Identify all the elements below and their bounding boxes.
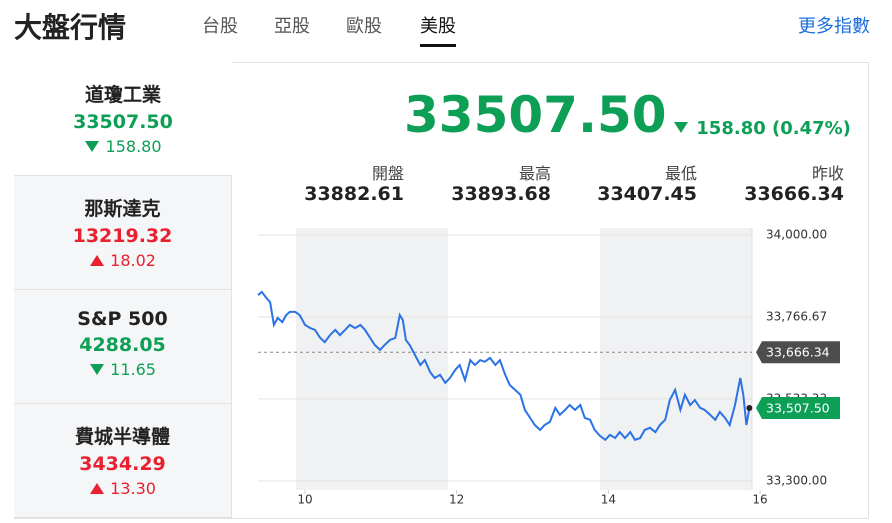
arrow-shape (90, 255, 105, 266)
quote-value: 33507.50 (404, 86, 667, 144)
reference-label: 33,666.34 (766, 345, 830, 360)
arrow-shape (674, 122, 688, 133)
y-tick-label: 33,300.00 (766, 473, 827, 487)
index-item[interactable]: 道瓊工業 33507.50 158.80 (14, 62, 232, 176)
stat-label: 最低 (664, 164, 697, 183)
stat-label: 昨收 (811, 164, 844, 183)
x-tick-label: 10 (297, 493, 312, 507)
plot-band (296, 228, 448, 490)
change-text: 158.80 (0.47%) (696, 118, 851, 139)
index-value: 3434.29 (79, 453, 166, 475)
index-name: 道瓊工業 (84, 84, 161, 106)
index-change: 18.02 (14, 251, 231, 270)
index-item[interactable]: 費城半導體 3434.29 13.30 (14, 404, 232, 518)
index-value: 4288.05 (79, 334, 166, 356)
change-text: 158.80 (105, 137, 162, 156)
change-arrow (90, 255, 105, 266)
index-name: 費城半導體 (74, 426, 170, 448)
last-point (746, 404, 753, 411)
stat-value: 33893.68 (451, 183, 551, 205)
last-label-bg (756, 396, 840, 419)
plot-band (600, 228, 752, 490)
index-change: 13.30 (14, 479, 231, 498)
x-tick-label: 16 (752, 493, 767, 507)
arrow-shape (90, 364, 105, 375)
index-name: S&P 500 (77, 308, 168, 330)
index-name: 那斯達克 (84, 198, 161, 220)
change-arrow (674, 122, 688, 133)
stat-value: 33882.61 (304, 183, 404, 205)
arrow-shape (85, 141, 100, 152)
index-item[interactable]: 那斯達克 13219.32 18.02 (14, 176, 232, 290)
arrow-shape (90, 483, 105, 494)
index-change: 11.65 (14, 360, 231, 379)
index-value: 33507.50 (73, 111, 173, 133)
change-text: 18.02 (110, 251, 156, 270)
more-link[interactable]: 更多指數 (798, 16, 870, 37)
y-tick-label: 34,000.00 (766, 228, 827, 242)
reference-label-bg (756, 341, 840, 364)
change-arrow (90, 483, 105, 494)
stat-label: 最高 (518, 164, 551, 183)
y-tick-label: 33,766.67 (766, 309, 827, 323)
tab[interactable]: 台股 (202, 16, 238, 37)
tab[interactable]: 歐股 (346, 16, 382, 37)
change-text: 13.30 (110, 479, 156, 498)
last-label: 33,507.50 (766, 400, 830, 415)
stat-value: 33407.45 (597, 183, 697, 205)
change-text: 11.65 (110, 360, 156, 379)
index-item[interactable]: S&P 500 4288.05 11.65 (14, 290, 232, 404)
quote-change: 158.80 (0.47%) (674, 118, 851, 139)
change-arrow (90, 364, 105, 375)
x-tick-label: 12 (449, 493, 464, 507)
tab[interactable]: 美股 (420, 12, 456, 47)
x-tick-label: 14 (601, 493, 616, 507)
change-arrow (85, 141, 100, 152)
page-title: 大盤行情 (14, 11, 127, 44)
index-change: 158.80 (14, 137, 232, 156)
stat-label: 開盤 (371, 164, 404, 183)
index-value: 13219.32 (72, 225, 173, 247)
stat-value: 33666.34 (744, 183, 844, 205)
price-line (257, 290, 751, 442)
tab[interactable]: 亞股 (274, 16, 310, 37)
